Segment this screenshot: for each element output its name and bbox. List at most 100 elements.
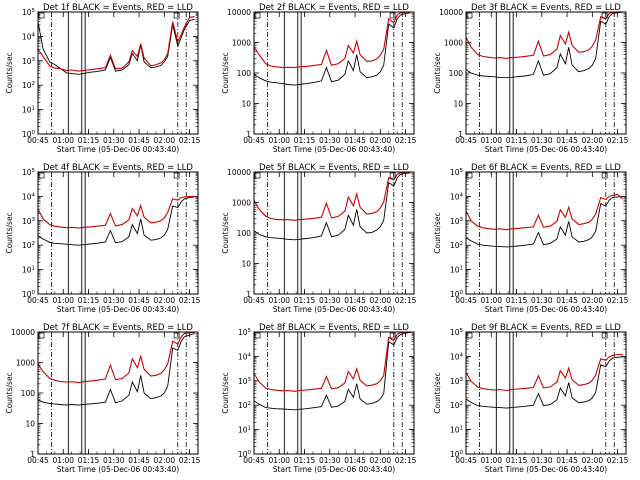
y-axis-label: Counts/sec xyxy=(5,372,14,413)
y-tick-label: 100 xyxy=(22,130,36,139)
x-tick-label: 01:45 xyxy=(344,296,366,305)
chart-title: Det 9f BLACK = Events, RED = LLD xyxy=(471,323,621,333)
y-tick-label: 102 xyxy=(22,81,35,90)
indicator-box xyxy=(601,332,608,339)
x-tick-label: 01:15 xyxy=(78,296,100,305)
x-tick-label: 02:00 xyxy=(154,456,176,465)
y-tick-label: 101 xyxy=(450,266,463,275)
y-tick-label: 103 xyxy=(450,377,464,386)
y-tick-label: 100 xyxy=(450,450,464,459)
lld-series-line xyxy=(253,11,411,69)
events-series-line xyxy=(37,332,195,406)
y-tick-label: 104 xyxy=(22,32,36,41)
x-tick-label: 01:45 xyxy=(556,456,578,465)
indicator-box xyxy=(38,172,45,179)
y-tick-label: 1 xyxy=(458,130,463,139)
events-series-line xyxy=(37,18,195,75)
x-tick-label: 00:45 xyxy=(243,296,265,305)
x-tick-label: 02:15 xyxy=(607,136,629,145)
x-tick-label: 02:15 xyxy=(395,456,417,465)
chart-panel: Det 7f BLACK = Events, RED = LLD Counts/s… xyxy=(5,323,201,474)
y-tick-label: 104 xyxy=(450,192,464,201)
x-tick-label: 01:15 xyxy=(506,296,528,305)
chart-panel: Det 3f BLACK = Events, RED = LLD Counts/s… xyxy=(433,3,629,154)
events-series-line xyxy=(465,356,623,409)
x-tick-label: 01:30 xyxy=(319,296,341,305)
x-tick-label: 01:15 xyxy=(506,456,528,465)
y-tick-label: 1 xyxy=(30,450,35,459)
y-tick-label: 102 xyxy=(238,401,251,410)
x-tick-label: 01:00 xyxy=(268,296,290,305)
x-tick-label: 02:00 xyxy=(582,456,604,465)
plot-frame xyxy=(37,11,199,135)
chart-title: Det 1f BLACK = Events, RED = LLD xyxy=(43,3,193,13)
y-tick-label: 102 xyxy=(22,241,35,250)
events-series-line xyxy=(465,11,623,79)
y-tick-label: 10 xyxy=(241,100,251,109)
x-tick-label: 00:45 xyxy=(27,136,49,145)
y-tick-label: 100 xyxy=(237,229,252,238)
events-series-line xyxy=(37,196,195,246)
plot-frame xyxy=(465,171,627,295)
y-tick-label: 105 xyxy=(238,328,252,337)
chart-title: Det 4f BLACK = Events, RED = LLD xyxy=(43,163,193,173)
y-tick-label: 10000 xyxy=(11,328,35,337)
indicator-box xyxy=(466,12,473,19)
x-tick-label: 01:00 xyxy=(268,136,290,145)
x-tick-label: 01:00 xyxy=(480,456,502,465)
x-tick-label: 01:45 xyxy=(128,296,150,305)
indicator-box xyxy=(173,172,180,179)
chart-panel: Det 4f BLACK = Events, RED = LLD Counts/s… xyxy=(5,163,201,314)
y-tick-label: 105 xyxy=(22,8,36,17)
x-axis-label: Start Time (05-Dec-06 00:43:40) xyxy=(273,465,395,474)
x-tick-label: 02:00 xyxy=(582,296,604,305)
lld-series-line xyxy=(253,331,411,392)
x-tick-label: 01:00 xyxy=(268,456,290,465)
chart-title: Det 6f BLACK = Events, RED = LLD xyxy=(471,163,621,173)
indicator-box xyxy=(254,172,261,179)
x-tick-label: 02:00 xyxy=(154,136,176,145)
chart-panel: Det 5f BLACK = Events, RED = LLD Counts/s… xyxy=(221,163,417,314)
indicator-box xyxy=(38,12,45,19)
indicator-box xyxy=(466,332,473,339)
events-series-line xyxy=(253,172,411,241)
y-axis-label: Counts/sec xyxy=(221,52,230,93)
chart-title: Det 3f BLACK = Events, RED = LLD xyxy=(471,3,621,13)
x-tick-label: 01:00 xyxy=(52,296,74,305)
chart-title: Det 5f BLACK = Events, RED = LLD xyxy=(259,163,409,173)
x-tick-label: 01:30 xyxy=(103,456,125,465)
x-tick-label: 01:45 xyxy=(344,456,366,465)
indicator-box xyxy=(254,12,261,19)
x-tick-label: 00:45 xyxy=(27,456,49,465)
y-tick-label: 1000 xyxy=(16,359,35,368)
events-series-line xyxy=(253,12,411,86)
y-tick-label: 1000 xyxy=(232,39,251,48)
x-tick-label: 00:45 xyxy=(243,136,265,145)
x-tick-label: 01:00 xyxy=(52,456,74,465)
indicator-box xyxy=(38,332,45,339)
y-axis-label: Counts/sec xyxy=(221,212,230,253)
x-axis-label: Start Time (05-Dec-06 00:43:40) xyxy=(57,305,179,314)
chart-title: Det 7f BLACK = Events, RED = LLD xyxy=(43,323,193,333)
chart-title: Det 2f BLACK = Events, RED = LLD xyxy=(259,3,409,13)
y-tick-label: 104 xyxy=(450,352,464,361)
x-tick-label: 01:15 xyxy=(506,136,528,145)
y-tick-label: 101 xyxy=(22,106,35,115)
y-tick-label: 10 xyxy=(241,260,251,269)
x-axis-label: Start Time (05-Dec-06 00:43:40) xyxy=(485,465,607,474)
x-tick-label: 01:00 xyxy=(480,296,502,305)
x-axis-label: Start Time (05-Dec-06 00:43:40) xyxy=(57,145,179,154)
x-tick-label: 01:30 xyxy=(103,296,125,305)
y-axis-label: Counts/sec xyxy=(433,212,442,253)
y-axis-label: Counts/sec xyxy=(221,372,230,413)
y-tick-label: 105 xyxy=(22,168,36,177)
events-series-line xyxy=(253,332,411,411)
y-axis-label: Counts/sec xyxy=(433,52,442,93)
x-tick-label: 01:45 xyxy=(128,136,150,145)
x-tick-label: 00:45 xyxy=(27,296,49,305)
x-tick-label: 01:30 xyxy=(319,456,341,465)
y-tick-label: 101 xyxy=(238,426,251,435)
y-tick-label: 100 xyxy=(238,450,252,459)
indicator-box xyxy=(466,172,473,179)
x-tick-label: 02:15 xyxy=(607,456,629,465)
